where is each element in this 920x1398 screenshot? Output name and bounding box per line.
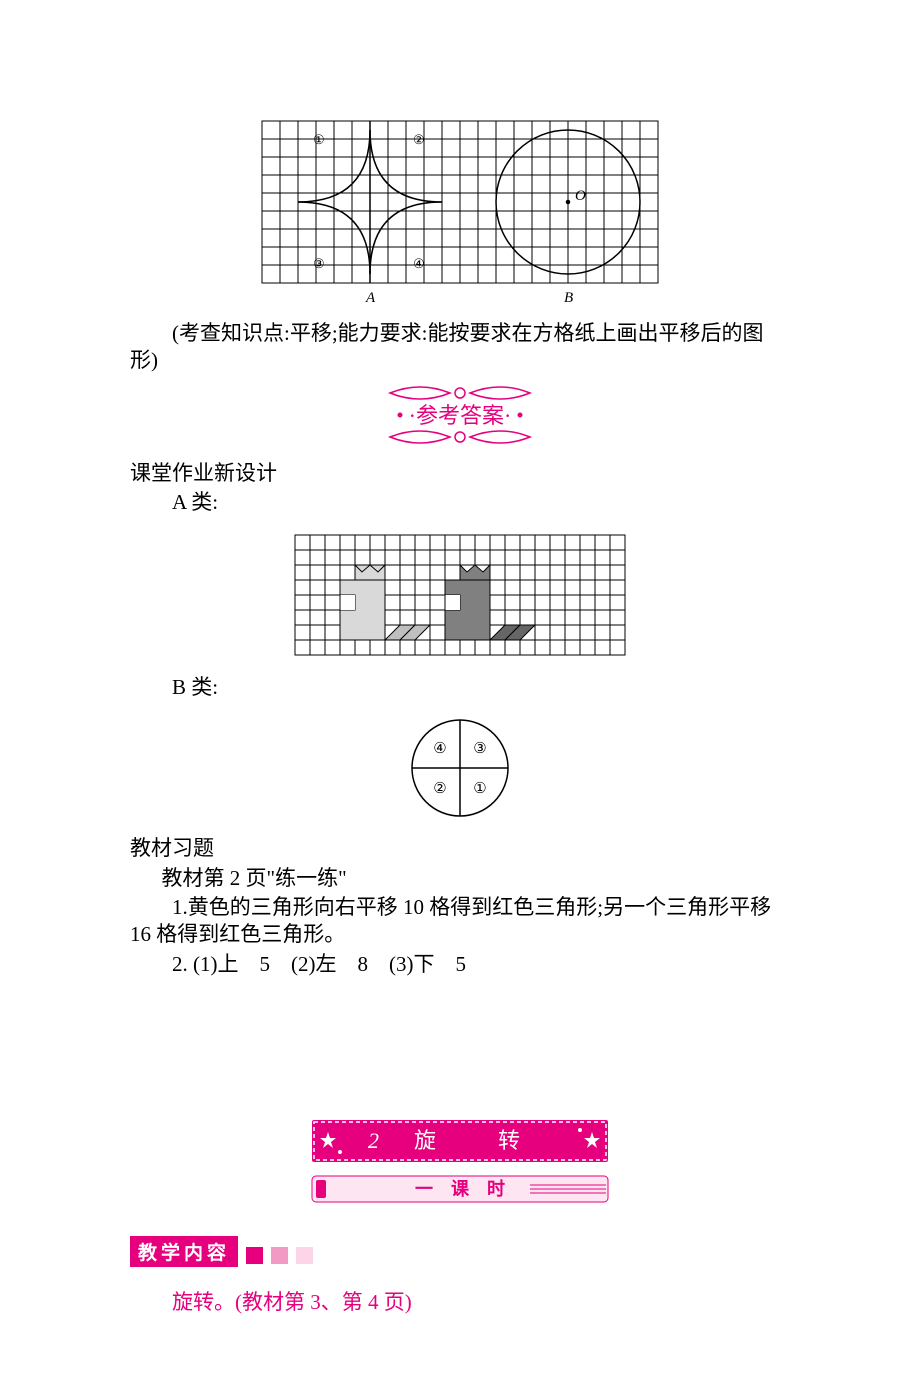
label-class-b: B 类: [130,674,790,701]
lesson-banner: 2 旋 转 [130,1118,790,1164]
teach-boxes [242,1246,313,1264]
answer-banner-text: ·参考答案· [409,403,512,428]
teach-content-row: 教学内容 [130,1236,790,1267]
exercise-1: 1.黄色的三角形向右平移 10 格得到红色三角形;另一个三角形平移 16 格得到… [130,894,790,949]
lesson-sub-banner: 一 课 时 [130,1172,790,1206]
lesson-sub: 一 课 时 [415,1179,505,1199]
label-q3: ③ [313,256,325,271]
label-A: A [365,290,376,306]
label-B: B [564,290,573,306]
para-checkpoint: (考查知识点:平移;能力要求:能按要求在方格纸上画出平移后的图形) [130,320,790,375]
quad-bl: ② [433,781,446,797]
heading-textbook: 教材习题 [130,835,790,862]
label-class-a: A 类: [130,489,790,516]
lesson-title: 旋 转 [414,1128,526,1153]
lesson-number: 2 [368,1128,379,1153]
label-q1: ① [313,132,325,147]
teach-label: 教学内容 [130,1236,238,1267]
quad-br: ① [473,781,486,797]
figure-circle-quadrants: ④ ③ ② ① [130,713,790,823]
teach-body: 旋转。(教材第 3、第 4 页) [130,1288,790,1317]
figure-cats [130,528,790,662]
figure-grid-star-circle: ① ② ③ ④ O A B [130,112,790,308]
label-q2: ② [413,132,425,147]
quad-tr: ③ [473,741,486,757]
answer-banner: ·参考答案· [130,379,790,456]
line-exercise-ref: 教材第 2 页"练一练" [130,865,790,892]
label-q4: ④ [413,256,425,271]
quad-tl: ④ [433,741,446,757]
exercise-2: 2. (1)上 5 (2)左 8 (3)下 5 [130,951,790,978]
heading-homework: 课堂作业新设计 [130,460,790,487]
label-O: O [575,188,586,204]
